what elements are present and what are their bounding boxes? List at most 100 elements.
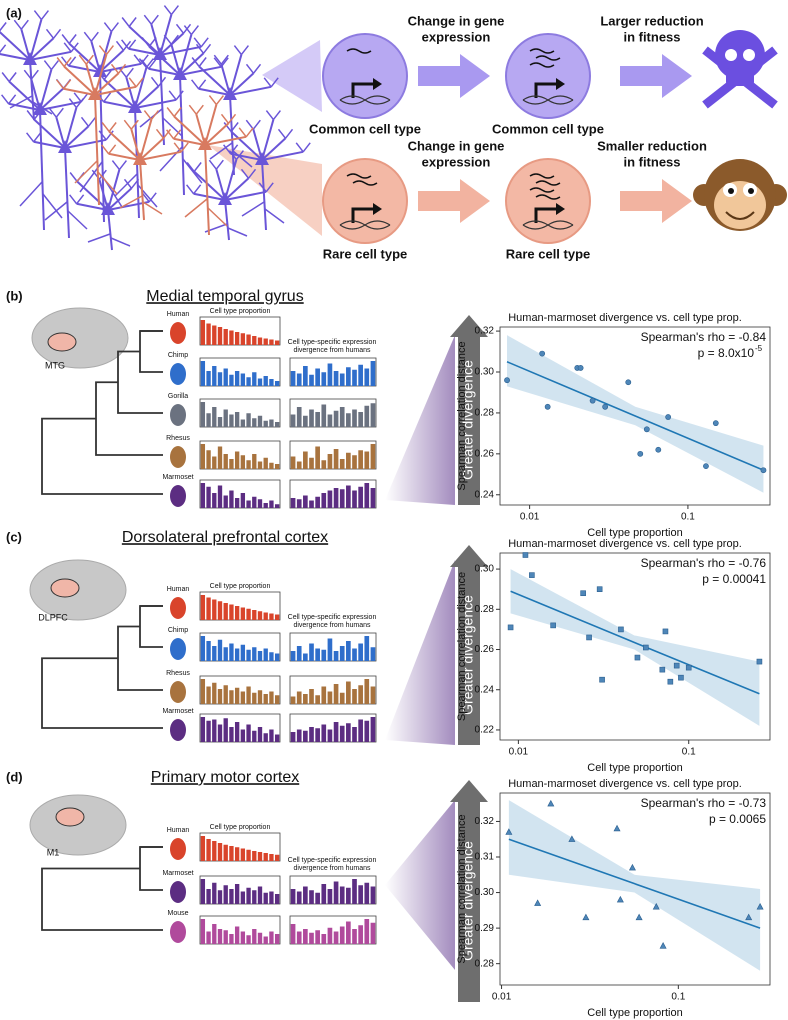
species-label: Human: [167, 586, 190, 593]
tree-branch: [139, 330, 163, 373]
dendrite: [159, 45, 202, 56]
dendrite: [50, 60, 59, 71]
dendrite: [30, 69, 39, 80]
soma: [88, 87, 102, 100]
mini-bar: [274, 894, 280, 904]
mini-bar: [358, 486, 363, 508]
mini-bar: [252, 851, 257, 861]
dendrite: [8, 80, 41, 111]
mini-bar: [309, 932, 314, 944]
dendrite: [235, 150, 244, 161]
mini-bar: [364, 679, 370, 704]
y-tick-label: 0.22: [475, 725, 495, 736]
dendrite: [56, 79, 65, 90]
transcript: [535, 194, 561, 200]
dendrite: [277, 128, 287, 139]
mini-bar: [217, 689, 223, 704]
tree-branch: [139, 605, 163, 648]
mini-bar: [327, 889, 333, 904]
mini-bar: [315, 446, 320, 469]
dendrite: [198, 79, 207, 90]
mini-bar: [352, 409, 357, 427]
dendrite: [29, 50, 72, 61]
mini-bar: [229, 490, 234, 508]
dendrite: [195, 104, 204, 115]
brain-region: [55, 807, 85, 827]
mini-bar: [339, 373, 345, 386]
mini-bar: [240, 729, 246, 742]
mini-bar: [223, 885, 228, 904]
step-label: Change in gene: [408, 13, 505, 28]
arrow: [620, 179, 692, 223]
dendrite: [213, 57, 222, 68]
mini-bar: [290, 732, 296, 742]
mini-bar: [200, 836, 206, 861]
mini-bar: [333, 881, 339, 904]
species-icon: [170, 404, 186, 426]
dendrite: [284, 128, 294, 139]
mini-bar: [309, 409, 314, 427]
dendrite: [33, 132, 42, 143]
axon: [224, 199, 230, 241]
dendrite: [107, 187, 133, 211]
axon: [261, 159, 267, 231]
point: [665, 414, 672, 420]
mini-bar: [346, 681, 351, 704]
mini-bar: [346, 921, 351, 944]
axon: [159, 54, 165, 146]
mini-bar: [296, 499, 302, 508]
mini-bar: [358, 364, 363, 386]
soma: [23, 52, 37, 65]
neuron: [1, 60, 89, 231]
mini-bar: [240, 644, 246, 661]
point: [616, 895, 624, 903]
soma: [153, 47, 167, 60]
dendrite: [69, 194, 78, 205]
dendrite: [64, 107, 78, 149]
dendrite: [263, 77, 272, 88]
species-icon: [170, 363, 186, 385]
mini-bar: [333, 371, 339, 386]
dendrite: [40, 10, 49, 21]
dendrite: [179, 34, 193, 76]
region-title: Medial temporal gyrus: [146, 288, 303, 305]
mini-bar: [229, 643, 234, 661]
point: [643, 644, 649, 651]
mini-chart-frame: [199, 440, 281, 470]
mini-bar: [370, 488, 376, 508]
dendrite: [135, 77, 144, 88]
point: [652, 902, 660, 910]
step-label: expression: [422, 29, 491, 44]
dendrite: [26, 132, 35, 143]
dendrite: [114, 173, 138, 197]
dendrite: [0, 53, 31, 61]
y-tick-label: 0.30: [475, 367, 495, 378]
soma: [223, 87, 237, 100]
panel-label: (b): [6, 288, 23, 303]
y-tick-label: 0.26: [475, 448, 495, 459]
x-tick-label: 0.1: [681, 512, 695, 523]
dendrite: [195, 43, 205, 54]
mini-bar: [240, 493, 246, 508]
mini-bar: [274, 614, 280, 620]
mini-bar: [212, 841, 217, 861]
mini-bar: [229, 934, 234, 944]
point: [745, 913, 753, 921]
mini-bar: [352, 490, 357, 508]
dendrite: [42, 193, 63, 219]
mini-bar: [327, 414, 333, 427]
mini-bar: [200, 402, 206, 427]
dendrite: [145, 58, 154, 69]
dna: [522, 95, 574, 105]
mini-bar: [274, 504, 280, 508]
dendrite: [245, 127, 254, 138]
cell-type-label: Common cell type: [309, 121, 421, 136]
mini-bar: [309, 643, 314, 661]
outcome-label: Smaller reduction: [597, 138, 707, 153]
annotation: p = 0.0065: [709, 812, 766, 826]
mini-bar: [252, 610, 257, 620]
neuron: [0, 10, 79, 121]
mini-bar: [269, 500, 274, 508]
column-header: Cell type proportion: [210, 824, 271, 831]
mini-bar: [303, 415, 308, 427]
